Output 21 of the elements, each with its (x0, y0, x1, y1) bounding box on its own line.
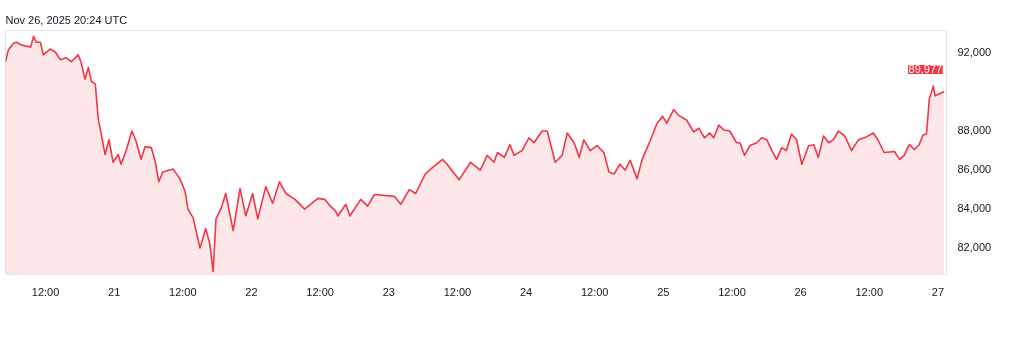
y-tick-label: 84,000 (957, 202, 992, 215)
x-tick-label: 12:00 (306, 285, 334, 298)
x-tick-label: 12:00 (443, 285, 472, 298)
y-tick-label: 86,000 (957, 163, 992, 176)
x-tick-label: 21 (108, 285, 121, 298)
x-tick-label: 27 (931, 285, 945, 298)
x-tick-label: 12:00 (718, 285, 746, 298)
x-tick-label: 26 (794, 285, 807, 298)
x-tick-label: 12:00 (855, 285, 884, 298)
chart-title: Nov 26, 2025 20:24 UTC (5, 13, 128, 26)
x-tick-label: 12:00 (169, 285, 197, 298)
x-tick-label: 22 (245, 285, 258, 298)
x-tick-label: 24 (519, 285, 533, 298)
x-tick-label: 23 (382, 285, 395, 298)
x-tick-label: 25 (657, 285, 670, 298)
x-tick-label: 12:00 (31, 285, 60, 298)
y-tick-label: 92,000 (957, 45, 992, 58)
y-tick-label: 82,000 (957, 241, 992, 254)
annotation: 89,977 (908, 63, 943, 76)
x-tick-label: 12:00 (580, 285, 609, 298)
y-tick-label: 88,000 (957, 124, 992, 137)
